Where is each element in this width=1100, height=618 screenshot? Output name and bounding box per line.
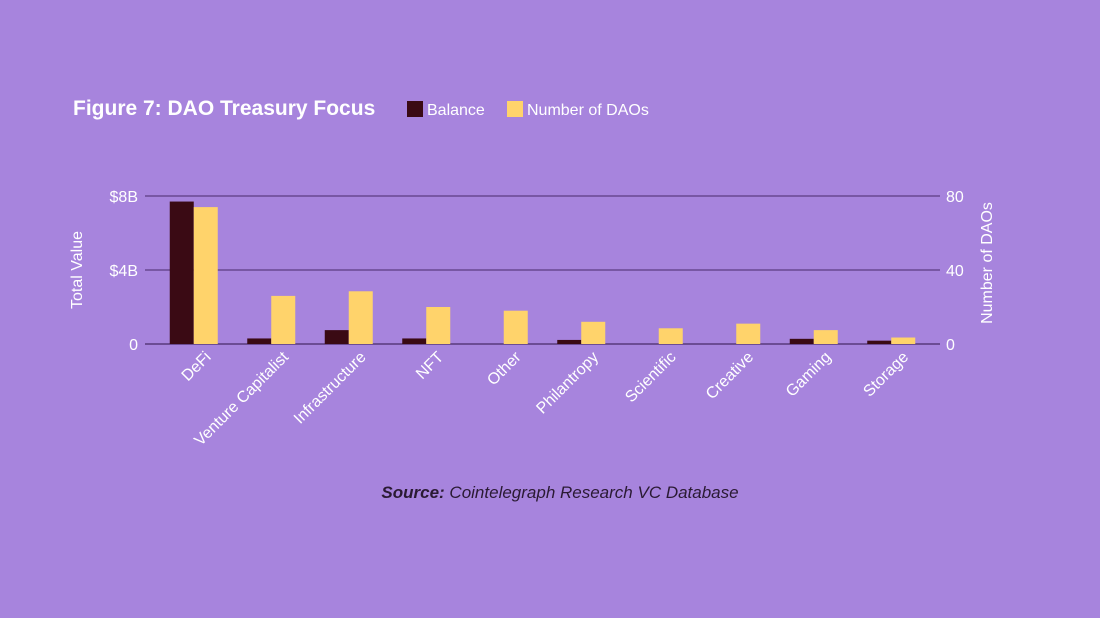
chart-title: Figure 7: DAO Treasury Focus — [73, 97, 375, 120]
bar-balance — [247, 338, 272, 344]
bar-number-of-daos — [271, 295, 296, 344]
left-tick-label: $8B — [110, 189, 138, 206]
legend-label-balance: Balance — [427, 102, 485, 119]
category-label: Scientific — [622, 349, 679, 406]
gridlines — [145, 195, 940, 345]
category-label: Philantropy — [533, 349, 602, 418]
bar-balance — [789, 338, 814, 344]
bar-number-of-daos — [736, 323, 761, 344]
category-label: Other — [484, 348, 525, 389]
category-label: Creative — [703, 349, 757, 403]
legend-label-number-of-daos: Number of DAOs — [527, 102, 649, 119]
bar-balance — [402, 338, 427, 344]
left-tick-label: 0 — [129, 337, 138, 354]
bar-balance — [169, 201, 194, 344]
right-tick-label: 0 — [946, 337, 955, 354]
bar-number-of-daos — [193, 207, 218, 344]
source-note: Source: Cointelegraph Research VC Databa… — [381, 483, 738, 502]
legend-swatch-number-of-daos — [507, 101, 523, 117]
bar-balance — [867, 340, 892, 344]
legend-swatch-balance — [407, 101, 423, 117]
category-label: Infrastructure — [291, 349, 370, 428]
bar-balance — [324, 330, 349, 344]
right-axis-title: Number of DAOs — [979, 202, 996, 324]
category-label: Storage — [860, 349, 912, 401]
right-tick-label: 80 — [946, 189, 964, 206]
bar-number-of-daos — [891, 337, 916, 344]
bar-number-of-daos — [503, 310, 528, 344]
category-label: Gaming — [783, 349, 835, 401]
bar-balance — [557, 339, 582, 344]
category-label: DeFi — [179, 349, 215, 385]
bar-number-of-daos — [581, 321, 606, 344]
source-label: Source: — [381, 483, 444, 502]
left-axis-ticks: 0 $4B $8B — [110, 189, 139, 354]
right-tick-label: 40 — [946, 263, 964, 280]
source-text: Cointelegraph Research VC Database — [445, 483, 739, 502]
left-axis-title: Total Value — [69, 231, 86, 309]
bars-group — [169, 201, 916, 344]
right-axis-ticks: 0 40 80 — [946, 189, 964, 354]
bar-number-of-daos — [658, 328, 683, 344]
category-label: NFT — [413, 349, 447, 383]
bar-number-of-daos — [426, 307, 451, 344]
bar-number-of-daos — [813, 330, 838, 344]
bar-number-of-daos — [348, 291, 373, 344]
left-tick-label: $4B — [110, 263, 138, 280]
